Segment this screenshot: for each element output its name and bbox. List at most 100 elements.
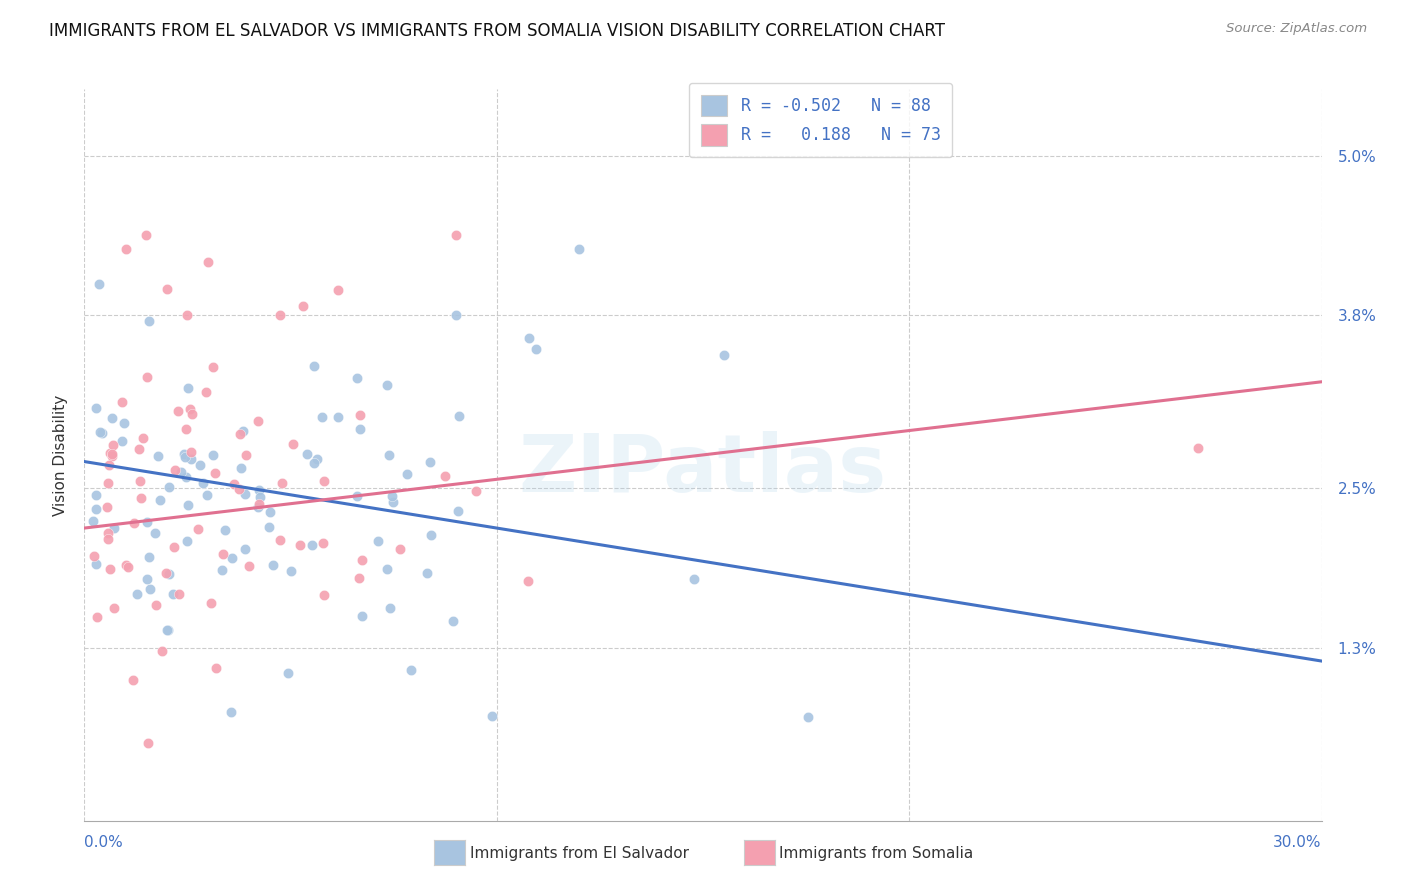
Point: [97, 532, 120, 546]
Point: [247, 483, 270, 498]
Point: [131, 491, 153, 505]
Point: [197, 255, 219, 269]
Point: [195, 385, 218, 400]
Point: [314, 474, 336, 488]
Point: [200, 596, 222, 610]
Point: [249, 490, 271, 504]
Point: [84, 501, 107, 516]
Point: [84, 488, 107, 502]
Point: [202, 360, 225, 375]
Point: [112, 416, 135, 430]
Point: [91, 425, 114, 440]
Point: [288, 538, 311, 552]
Point: [135, 515, 157, 529]
Point: [292, 299, 315, 313]
Point: [84, 558, 107, 572]
Point: [326, 410, 349, 425]
Point: [157, 567, 180, 582]
Point: [713, 348, 735, 362]
Point: [416, 566, 439, 580]
Point: [87, 277, 110, 291]
Point: [149, 493, 172, 508]
Point: [517, 574, 540, 588]
Point: [229, 461, 252, 475]
Point: [100, 449, 122, 463]
Point: [381, 495, 404, 509]
Point: [177, 498, 200, 512]
Point: [281, 437, 304, 451]
Point: [110, 394, 132, 409]
Point: [346, 370, 368, 384]
Point: [177, 381, 200, 395]
Text: 0.0%: 0.0%: [84, 835, 124, 850]
Point: [97, 526, 120, 541]
Text: Immigrants from Somalia: Immigrants from Somalia: [779, 847, 973, 861]
Point: [157, 480, 180, 494]
Point: [86, 609, 108, 624]
Point: [83, 549, 105, 564]
Point: [127, 587, 149, 601]
Point: [98, 561, 121, 575]
Point: [247, 500, 270, 515]
Point: [326, 283, 349, 297]
Point: [179, 402, 201, 417]
Point: [307, 451, 329, 466]
Point: [167, 404, 190, 418]
Point: [399, 663, 422, 677]
Point: [350, 553, 373, 567]
Point: [352, 609, 374, 624]
Point: [121, 673, 143, 688]
Point: [138, 550, 160, 565]
Point: [314, 588, 336, 602]
Point: [174, 450, 197, 465]
Point: [683, 572, 706, 586]
Point: [174, 470, 197, 484]
Point: [221, 551, 243, 566]
Point: [84, 401, 107, 416]
Point: [82, 514, 104, 528]
Point: [214, 523, 236, 537]
Text: ZIPatlas: ZIPatlas: [519, 431, 887, 508]
Point: [444, 308, 467, 322]
Point: [269, 309, 291, 323]
Point: [187, 522, 209, 536]
Point: [124, 516, 146, 530]
Point: [165, 463, 187, 477]
Point: [797, 710, 820, 724]
Point: [346, 489, 368, 503]
Point: [277, 666, 299, 681]
Point: [235, 448, 257, 462]
Point: [228, 482, 250, 496]
Point: [115, 558, 138, 572]
Point: [259, 505, 281, 519]
Point: [114, 242, 136, 256]
Point: [103, 438, 125, 452]
Point: [229, 427, 252, 442]
Point: [262, 558, 284, 573]
Text: Source: ZipAtlas.com: Source: ZipAtlas.com: [1226, 22, 1367, 36]
Point: [517, 331, 540, 345]
Point: [180, 445, 202, 459]
Point: [481, 709, 503, 723]
Point: [312, 536, 335, 550]
Point: [349, 408, 371, 422]
Point: [96, 475, 118, 490]
Y-axis label: Vision Disability: Vision Disability: [52, 394, 67, 516]
Point: [96, 500, 118, 514]
Point: [111, 434, 134, 448]
Point: [269, 533, 291, 547]
Point: [378, 601, 401, 615]
Point: [377, 377, 399, 392]
Point: [173, 447, 195, 461]
Point: [419, 528, 441, 542]
Point: [233, 487, 256, 501]
Point: [163, 540, 186, 554]
Point: [101, 447, 124, 461]
Point: [211, 563, 233, 577]
Point: [156, 624, 179, 638]
Point: [396, 467, 419, 482]
Point: [233, 542, 256, 557]
Point: [195, 488, 218, 502]
Point: [132, 431, 155, 445]
Point: [146, 449, 169, 463]
